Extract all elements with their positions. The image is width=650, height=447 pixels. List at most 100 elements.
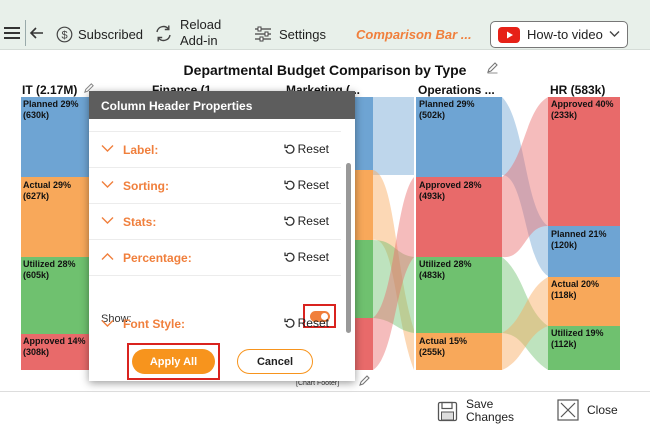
chart-segment[interactable] [21,97,89,177]
toggle-knob [321,313,328,320]
segment-label: Actual 29% [23,180,72,190]
accordion-percentage[interactable]: Percentage: Reset [89,239,341,275]
segment-value: (483k) [419,270,446,280]
segment-value: (627k) [23,191,50,201]
cancel-button[interactable]: Cancel [237,349,313,374]
save-label-line1: Save [466,397,494,411]
chart-segment[interactable] [416,333,502,370]
back-button[interactable] [29,23,47,43]
chart-segment[interactable] [21,177,89,257]
reload-addin-button[interactable]: Reload Add-in [154,16,221,50]
accordion-title: Sorting: [123,179,169,193]
segment-value: (502k) [419,110,446,120]
reload-label-line1: Reload [180,17,222,32]
segment-value: (605k) [23,270,50,280]
howto-video-dropdown[interactable]: How-to video [490,21,628,48]
dialog-scrollbar[interactable] [344,119,354,381]
chart-segment[interactable] [548,326,620,370]
youtube-icon [498,26,520,43]
show-percentage-toggle[interactable] [310,311,330,322]
chart-segment[interactable] [548,226,620,277]
reset-button[interactable]: Reset [283,316,329,330]
reset-icon [283,144,295,154]
reset-button[interactable]: Reset [283,142,329,156]
hamburger-icon [4,27,20,39]
chart-segment [354,318,373,370]
flow-ribbon [373,97,414,175]
reset-button[interactable]: Reset [283,178,329,192]
reset-icon [283,180,295,190]
column-header[interactable]: HR (583k) [550,83,606,97]
toolbar-divider [25,20,26,46]
segment-label: Utilized 19% [551,328,604,338]
segment-value: (308k) [23,347,50,357]
save-changes-button[interactable]: Save Changes [437,398,514,424]
settings-button[interactable]: Settings [254,24,326,44]
dialog-title: Column Header Properties [89,91,355,119]
reset-icon [283,318,295,328]
edit-pencil-icon[interactable] [486,61,499,74]
dialog-body: Label: Reset Sorting: Reset Stats: Reset… [89,119,355,381]
flow-ribbon [373,240,414,333]
chart-segment[interactable] [21,334,89,370]
chart-segment [354,97,373,170]
chart-title[interactable]: Departmental Budget Comparison by Type [183,62,467,78]
hamburger-menu-button[interactable] [3,23,23,43]
segment-value: (630k) [23,110,50,120]
edit-pencil-icon[interactable] [358,374,371,387]
apply-highlight: Apply All [127,343,220,380]
reset-label: Reset [297,250,329,264]
reload-label-line2: Add-in [180,33,218,48]
ribbon-toolbar: $ Subscribed Reload Add-in Settings Comp… [0,0,650,50]
chart-segment[interactable] [21,257,89,334]
accordion-font-style[interactable]: Font Style: Reset [89,297,341,333]
accordion-title: Label: [123,143,159,157]
chevron-down-icon [101,217,114,224]
edit-pencil-icon[interactable] [83,82,95,94]
chart-segment [354,170,373,240]
reset-button[interactable]: Reset [283,214,329,228]
chart-footer[interactable]: [Chart Footer] [296,380,340,387]
flow-ribbon [502,257,548,370]
flow-ribbon [502,97,548,276]
segment-value: (120k) [551,240,578,250]
close-button[interactable]: Close [557,399,618,421]
chart-segment[interactable] [548,97,620,226]
settings-label: Settings [279,26,326,42]
reset-label: Reset [297,316,329,330]
column-header[interactable]: Operations ... [418,83,495,97]
segment-label: Utilized 28% [23,259,76,269]
apply-all-button[interactable]: Apply All [132,349,215,374]
svg-text:$: $ [61,29,67,41]
show-percentage-label: Show: [101,313,132,325]
accordion-stats[interactable]: Stats: Reset [89,203,341,239]
column-header[interactable]: IT (2.17M) [22,83,78,97]
accordion-label[interactable]: Label: Reset [89,131,341,167]
accordion-title: Stats: [123,215,157,229]
chevron-down-icon [101,320,114,327]
refresh-icon [156,25,171,41]
reset-button[interactable]: Reset [283,250,329,264]
segment-label: Planned 29% [419,99,475,109]
dollar-circle-icon: $ [56,26,73,42]
segment-value: (255k) [419,347,446,357]
close-label: Close [587,403,618,417]
accordion-sorting[interactable]: Sorting: Reset [89,167,341,203]
segment-label: Approved 14% [23,336,86,346]
scrollbar-thumb[interactable] [346,163,351,333]
chart-segment[interactable] [416,177,502,257]
chart-segment[interactable] [416,257,502,333]
accordion-title: Font Style: [123,317,185,331]
flow-ribbon [502,277,548,370]
segment-label: Approved 28% [419,180,482,190]
chart-segment[interactable] [416,97,502,177]
save-label-line2: Changes [466,410,515,424]
segment-label: Approved 40% [551,99,614,109]
chart-segment[interactable] [548,277,620,326]
chart-segment [354,240,373,318]
chart-name-label[interactable]: Comparison Bar ... [356,27,472,42]
subscribed-button[interactable]: $ Subscribed [56,24,143,44]
howto-label: How-to video [527,27,603,42]
flow-ribbon [373,177,414,370]
